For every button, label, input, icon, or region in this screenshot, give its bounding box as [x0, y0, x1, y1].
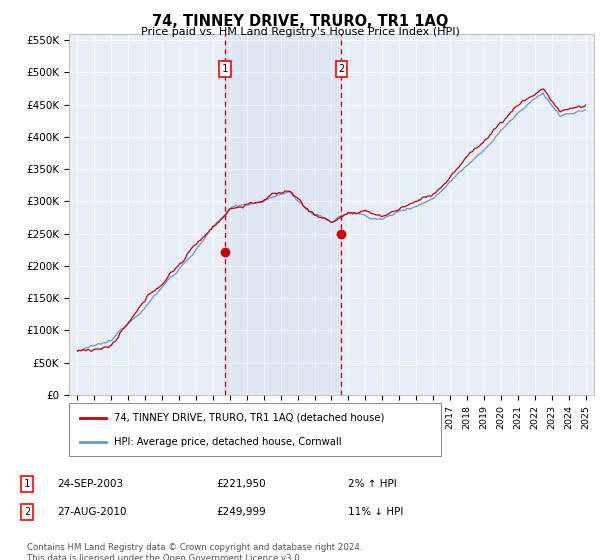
- Text: £221,950: £221,950: [216, 479, 266, 489]
- Text: 27-AUG-2010: 27-AUG-2010: [57, 507, 127, 517]
- Text: Price paid vs. HM Land Registry's House Price Index (HPI): Price paid vs. HM Land Registry's House …: [140, 27, 460, 37]
- Text: 1: 1: [24, 479, 30, 489]
- Text: 2: 2: [24, 507, 30, 517]
- Text: 24-SEP-2003: 24-SEP-2003: [57, 479, 123, 489]
- Text: 2: 2: [338, 64, 344, 74]
- Text: 11% ↓ HPI: 11% ↓ HPI: [348, 507, 403, 517]
- Text: 74, TINNEY DRIVE, TRURO, TR1 1AQ: 74, TINNEY DRIVE, TRURO, TR1 1AQ: [152, 14, 448, 29]
- Text: 1: 1: [222, 64, 228, 74]
- Text: Contains HM Land Registry data © Crown copyright and database right 2024.
This d: Contains HM Land Registry data © Crown c…: [27, 543, 362, 560]
- Text: HPI: Average price, detached house, Cornwall: HPI: Average price, detached house, Corn…: [113, 437, 341, 447]
- Text: 2% ↑ HPI: 2% ↑ HPI: [348, 479, 397, 489]
- Text: £249,999: £249,999: [216, 507, 266, 517]
- Text: 74, TINNEY DRIVE, TRURO, TR1 1AQ (detached house): 74, TINNEY DRIVE, TRURO, TR1 1AQ (detach…: [113, 413, 384, 423]
- Bar: [225, 34, 341, 395]
